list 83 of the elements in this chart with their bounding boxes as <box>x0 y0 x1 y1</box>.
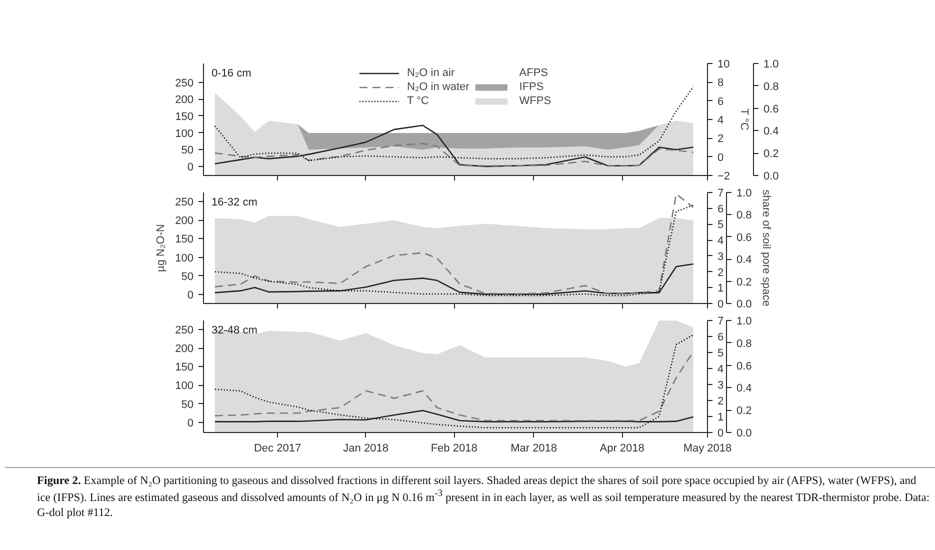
y3-tick-label: 1.0 <box>736 188 752 200</box>
y3-tick-label: 0.2 <box>764 148 779 160</box>
y-tick-label: 150 <box>175 362 194 374</box>
y-tick-label: 200 <box>175 94 194 106</box>
y2-tick-label: 7 <box>718 316 724 328</box>
y2-tick-label: 7 <box>718 188 724 200</box>
y2-tick-label: 3 <box>718 250 724 263</box>
y3-tick-label: 0.6 <box>736 232 752 244</box>
y3-axis-title: share of soil pore space <box>760 190 772 306</box>
y-tick-label: 250 <box>175 324 194 336</box>
y3-tick-label: 0.4 <box>736 254 752 266</box>
chart-title: 16-32 cm <box>212 196 258 208</box>
x-tick-label: Apr 2018 <box>600 442 644 454</box>
y2-tick-label: 1 <box>718 282 724 295</box>
y-tick-label: 100 <box>175 128 194 140</box>
y2-tick-label: 5 <box>718 348 724 360</box>
y3-tick-label: 1.0 <box>736 316 752 328</box>
y-tick-label: 250 <box>175 196 194 208</box>
y3-tick-label: 0.0 <box>736 428 752 440</box>
line-series <box>214 124 694 168</box>
x-tick-label: Jan 2018 <box>343 442 388 454</box>
y2-tick-label: 6 <box>718 332 724 344</box>
chart-title: 0-16 cm <box>212 68 252 80</box>
y-tick-label: 50 <box>181 270 194 283</box>
y2-tick-label: 4 <box>718 364 724 376</box>
y-tick-label: 100 <box>175 380 194 392</box>
y2-tick-label: 2 <box>718 266 724 279</box>
y-tick-label: 0 <box>187 161 194 174</box>
x-tick-label: Dec 2017 <box>254 442 302 454</box>
y2-tick-label: 2 <box>718 396 724 408</box>
y-tick-label: 150 <box>175 110 194 123</box>
legend-label: WFPS <box>519 95 552 107</box>
y2-tick-label: 6 <box>718 96 724 108</box>
y2-tick-label: 4 <box>718 114 724 126</box>
y3-tick-label: 0.8 <box>736 338 752 350</box>
text: Figure 2. Example of N₂O partitioning to gaseous and dissolved fractions in different soil layers. Shaded areas depict the shares of soil pore space occupied by air (AFPS), water (WFPS), and ice (IFPS). Lines are estimated gaseous and dissolved amounts of N₂O in μg N 0.16 m$^{-3}$ present in in each layer, as well as soil temperature measured by the nearest TDR-thermistor probe. Data: G-dol plot #112. <box>37 475 930 519</box>
y3-tick-label: 0.0 <box>764 170 779 182</box>
y-tick-label: 0 <box>187 417 194 430</box>
x-tick-label: Mar 2018 <box>510 442 558 454</box>
series-label: AFPS <box>519 67 548 79</box>
legend-label: N₂O in water <box>406 81 470 93</box>
y-tick-label: 200 <box>175 215 194 228</box>
y2-tick-label: 0 <box>718 298 724 310</box>
y3-tick-label: 1.0 <box>764 58 779 70</box>
y3-tick-label: 0.2 <box>736 405 752 418</box>
line-series <box>214 410 694 422</box>
legend-label: N₂O in air <box>406 67 455 79</box>
x-tick-label: Feb 2018 <box>430 442 478 454</box>
y2-tick-label: 1 <box>718 412 724 424</box>
y3-tick-label: 0.6 <box>764 103 779 116</box>
y2-tick-label: 5 <box>718 219 724 232</box>
line-series <box>214 263 694 295</box>
y-tick-label: 50 <box>181 144 194 157</box>
y2-axis-title: T °C <box>738 108 750 130</box>
legend-label: T °C <box>406 95 429 107</box>
y3-tick-label: 0.4 <box>764 126 779 138</box>
y-tick-label: 50 <box>181 398 194 411</box>
y2-tick-label: 2 <box>718 133 724 146</box>
y3-tick-label: 0.8 <box>764 80 779 93</box>
y3-tick-label: 0.0 <box>736 298 752 310</box>
y-tick-label: 100 <box>175 252 194 264</box>
y-tick-label: 150 <box>175 234 194 246</box>
y-tick-label: 250 <box>175 77 194 90</box>
y3-tick-label: 0.8 <box>736 210 752 222</box>
y-tick-label: 200 <box>175 343 194 356</box>
line-series <box>214 334 694 428</box>
y2-tick-label: 0 <box>718 428 724 440</box>
chart-title: 32-48 cm <box>212 324 258 336</box>
y2-tick-label: 10 <box>718 58 730 70</box>
y2-tick-label: 6 <box>718 203 724 216</box>
x-tick-label: May 2018 <box>683 442 732 454</box>
line-series <box>214 142 694 166</box>
y-tick-label: 0 <box>187 290 194 302</box>
y2-tick-label: 3 <box>718 380 724 392</box>
y-axis-title: µg N₂O-N <box>155 224 168 272</box>
y3-tick-label: 0.4 <box>736 382 752 395</box>
y2-tick-label: 8 <box>718 77 724 90</box>
y2-tick-label: 4 <box>718 235 724 248</box>
y3-tick-label: 0.6 <box>736 360 752 372</box>
legend-label: IFPS <box>519 81 544 93</box>
y3-tick-label: 0.2 <box>736 276 752 288</box>
y2-tick-label: −2 <box>718 170 730 182</box>
y2-tick-label: 0 <box>718 152 724 164</box>
